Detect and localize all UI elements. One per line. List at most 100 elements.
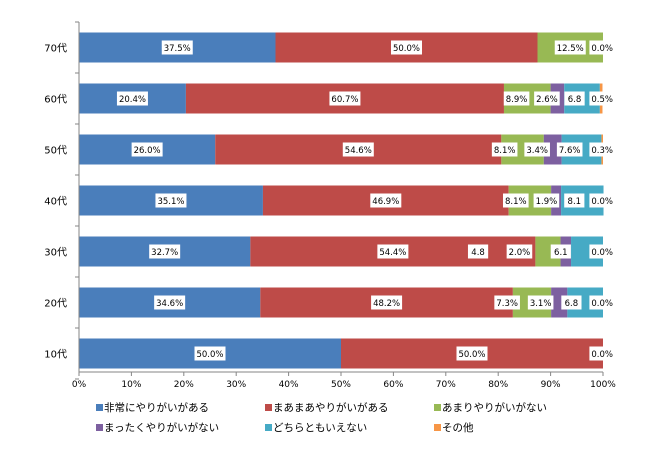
data-label-box bbox=[467, 244, 489, 259]
data-label: 60.7% bbox=[331, 95, 358, 105]
data-label-box bbox=[524, 142, 550, 157]
data-label-box bbox=[554, 40, 586, 55]
data-label: 6.8 bbox=[565, 299, 579, 309]
data-label-box bbox=[161, 40, 193, 55]
legend-label: まあまあやりがいがある bbox=[273, 401, 389, 414]
data-label-box bbox=[534, 91, 560, 106]
data-label-box bbox=[589, 346, 615, 361]
data-label: 0.0% bbox=[591, 299, 613, 309]
data-label: 37.5% bbox=[164, 44, 191, 54]
legend-swatch bbox=[96, 404, 103, 411]
legend-label: 非常にやりがいがある bbox=[104, 401, 209, 414]
data-label: 0.0% bbox=[591, 350, 613, 360]
category-label: 50代 bbox=[44, 145, 67, 157]
data-label: 2.6% bbox=[536, 95, 558, 105]
data-label: 0.0% bbox=[591, 248, 613, 258]
legend-swatch bbox=[265, 424, 272, 431]
x-tick-label: 80% bbox=[488, 380, 508, 390]
data-label-box bbox=[149, 244, 181, 259]
x-tick-label: 20% bbox=[174, 380, 194, 390]
x-tick-label: 30% bbox=[226, 380, 246, 390]
data-label-box bbox=[589, 91, 615, 106]
category-label: 70代 bbox=[44, 43, 67, 55]
data-label-box bbox=[370, 193, 402, 208]
data-label-box bbox=[589, 193, 615, 208]
bar-segment bbox=[551, 287, 568, 318]
legend-swatch bbox=[96, 424, 103, 431]
bar-segment bbox=[543, 134, 562, 165]
data-label-box bbox=[589, 244, 615, 259]
x-tick-label: 70% bbox=[436, 380, 456, 390]
x-tick-label: 50% bbox=[331, 380, 351, 390]
category-label: 40代 bbox=[44, 196, 67, 208]
data-label: 34.6% bbox=[156, 299, 183, 309]
legend-swatch bbox=[434, 404, 441, 411]
data-label: 0.5% bbox=[591, 95, 613, 105]
data-label: 8.1% bbox=[494, 146, 516, 156]
legend-label: どちらともいえない bbox=[273, 422, 367, 434]
data-label: 35.1% bbox=[157, 197, 184, 207]
x-tick-label: 40% bbox=[279, 380, 299, 390]
category-label: 20代 bbox=[44, 298, 67, 310]
data-label: 7.3% bbox=[496, 299, 518, 309]
data-label: 8.9% bbox=[506, 95, 528, 105]
data-label-box bbox=[527, 295, 554, 310]
data-label: 12.5% bbox=[557, 44, 584, 54]
x-tick-label: 60% bbox=[383, 380, 403, 390]
data-label: 32.7% bbox=[151, 248, 178, 258]
legend-label: その他 bbox=[442, 421, 474, 434]
label-layer: 37.5% 50.0% 12.5% 0.0% 20.4% 60.7% 8.9% 2.6% 6.8… bbox=[116, 40, 615, 361]
legend-label: あまりやりがいがない bbox=[442, 401, 547, 414]
data-label: 20.4% bbox=[119, 95, 146, 105]
data-label-box bbox=[564, 193, 585, 208]
data-label: 50.0% bbox=[393, 44, 420, 54]
category-label: 30代 bbox=[44, 247, 67, 259]
x-tick-label: 100% bbox=[590, 380, 616, 390]
data-label-box bbox=[377, 244, 409, 259]
data-label-box bbox=[155, 193, 187, 208]
legend-swatch bbox=[434, 424, 441, 431]
data-label: 0.3% bbox=[591, 146, 613, 156]
data-label: 50.0% bbox=[196, 350, 223, 360]
data-label-box bbox=[564, 91, 585, 106]
category-label: 60代 bbox=[44, 94, 67, 106]
data-label: 0.0% bbox=[591, 44, 613, 54]
data-label-box bbox=[329, 91, 361, 106]
legend-label: まったくやりがいがない bbox=[104, 421, 219, 434]
data-label: 0.0% bbox=[591, 197, 613, 207]
data-label-box bbox=[131, 142, 163, 157]
data-label-box bbox=[503, 91, 530, 106]
data-label-box bbox=[589, 142, 615, 157]
data-label-box bbox=[561, 295, 582, 310]
data-label: 1.9% bbox=[536, 197, 558, 207]
axis-layer: 70代 60代 50代 40代 30代 20代 10代 0% 10% 20% 30% 40% 50% 60… bbox=[44, 21, 616, 390]
x-tick-label: 90% bbox=[541, 380, 561, 390]
data-label-box bbox=[502, 193, 529, 208]
data-label: 50.0% bbox=[458, 350, 485, 360]
data-label-box bbox=[589, 40, 615, 55]
data-label: 3.4% bbox=[526, 146, 548, 156]
data-label-box bbox=[154, 295, 186, 310]
data-label-box bbox=[371, 295, 403, 310]
data-label-box bbox=[491, 142, 518, 157]
data-label: 2.0% bbox=[509, 248, 531, 258]
data-label-box bbox=[456, 346, 488, 361]
data-label-box bbox=[589, 295, 615, 310]
data-label: 26.0% bbox=[134, 146, 161, 156]
category-label: 10代 bbox=[44, 349, 67, 361]
data-label: 7.6% bbox=[559, 146, 581, 156]
legend: 非常にやりがいがある まあまあやりがいがある あまりやりがいがないまったくやりがいが… bbox=[96, 401, 547, 434]
data-label-box bbox=[116, 91, 148, 106]
data-label-box bbox=[556, 142, 583, 157]
x-tick-label: 10% bbox=[121, 380, 141, 390]
data-label: 8.1% bbox=[505, 197, 527, 207]
data-label-box bbox=[342, 142, 374, 157]
data-label: 6.8 bbox=[568, 95, 582, 105]
data-label: 6.1 bbox=[554, 248, 568, 258]
data-label-box bbox=[391, 40, 422, 55]
data-label: 46.9% bbox=[372, 197, 399, 207]
data-label: 8.1 bbox=[568, 197, 582, 207]
data-label: 3.1% bbox=[530, 299, 552, 309]
